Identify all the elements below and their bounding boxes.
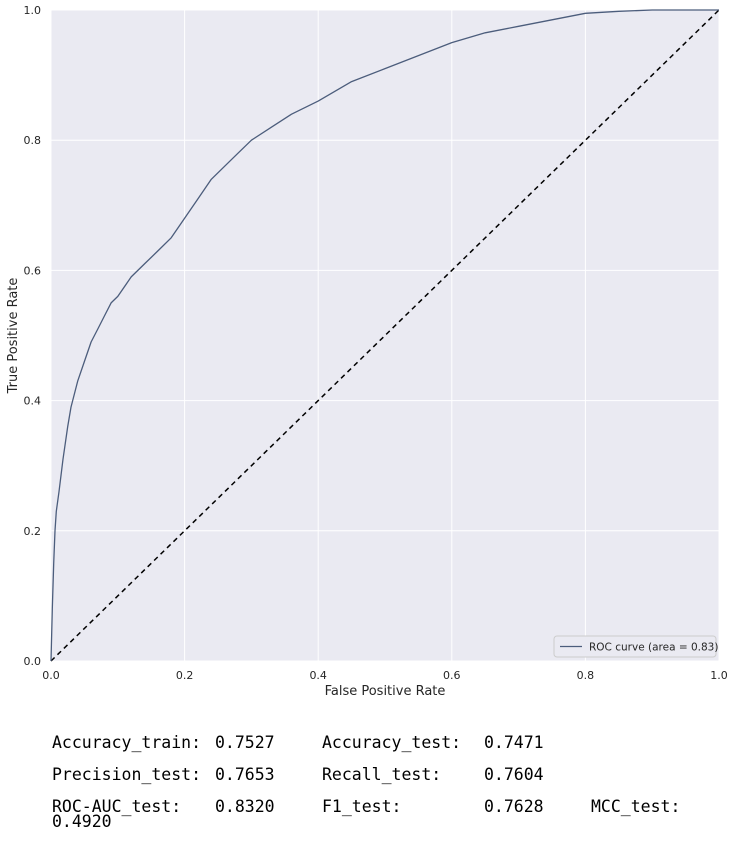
accuracy-test-value: 0.7471 xyxy=(484,733,544,752)
precision-test-value: 0.7653 xyxy=(215,765,275,784)
y-tick-label: 0.0 xyxy=(24,655,42,668)
roc-chart: 0.0 0.2 0.4 0.6 0.8 1.0 0.0 0.2 0.4 0.6 0.8 1.0 Fa… xyxy=(6,4,728,699)
x-tick-label: 0.6 xyxy=(443,669,461,682)
roc-curve-line xyxy=(50,9,719,662)
x-tick-label: 0.2 xyxy=(176,669,194,682)
metrics-panel: Accuracy_train: 0.7527 Accuracy_test: 0.… xyxy=(52,727,732,831)
grid xyxy=(50,9,720,662)
roc-series xyxy=(50,9,719,662)
y-tick-label: 0.6 xyxy=(24,264,42,277)
x-tick-label: 0.8 xyxy=(577,669,595,682)
metrics-row-2: Precision_test: 0.7653 Recall_test: 0.76… xyxy=(52,759,732,791)
recall-test-value: 0.7604 xyxy=(484,765,544,784)
x-tick-label: 1.0 xyxy=(710,669,728,682)
legend-box xyxy=(553,635,717,658)
accuracy-train-label: Accuracy_train: xyxy=(52,733,202,752)
legend: ROC curve (area = 0.83) xyxy=(553,635,718,658)
y-tick-label: 0.2 xyxy=(24,525,42,538)
x-tick-label: 0.0 xyxy=(42,669,60,682)
precision-test-label: Precision_test: xyxy=(52,765,202,784)
x-axis-label: False Positive Rate xyxy=(325,684,446,699)
f1-test-value: 0.7628 xyxy=(484,797,544,816)
f1-test-label: F1_test: xyxy=(322,797,402,816)
y-tick-label: 0.4 xyxy=(24,395,42,408)
y-tick-labels: 0.0 0.2 0.4 0.6 0.8 1.0 xyxy=(24,4,42,668)
y-tick-label: 0.8 xyxy=(24,134,42,147)
mcc-test-label: MCC_test: xyxy=(591,797,681,816)
x-tick-labels: 0.0 0.2 0.4 0.6 0.8 1.0 xyxy=(42,669,728,682)
recall-test-label: Recall_test: xyxy=(322,765,442,784)
legend-label: ROC curve (area = 0.83) xyxy=(589,642,718,654)
metrics-row-3: ROC-AUC_test: 0.8320 F1_test: 0.7628 MCC… xyxy=(52,791,732,831)
mcc-test-value: 0.4920 xyxy=(52,812,112,831)
y-tick-label: 1.0 xyxy=(24,4,42,17)
metrics-row-1: Accuracy_train: 0.7527 Accuracy_test: 0.… xyxy=(52,727,732,759)
accuracy-test-label: Accuracy_test: xyxy=(322,733,462,752)
y-axis-label: True Positive Rate xyxy=(6,278,21,395)
roc-auc-test-value: 0.8320 xyxy=(215,797,275,816)
diagonal-series xyxy=(50,9,720,662)
accuracy-train-value: 0.7527 xyxy=(215,733,275,752)
chance-line xyxy=(50,9,720,662)
roc-auc-test-label: ROC-AUC_test: xyxy=(52,797,182,816)
x-tick-label: 0.4 xyxy=(309,669,327,682)
